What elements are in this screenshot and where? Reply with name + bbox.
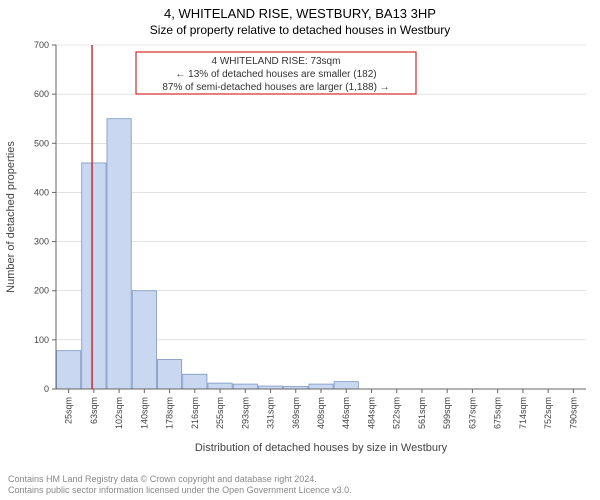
annotation-box: 4 WHITELAND RISE: 73sqm ← 13% of detached… — [136, 52, 416, 94]
histogram-bar — [132, 291, 156, 389]
svg-text:178sqm: 178sqm — [165, 397, 175, 429]
x-axis-label: Distribution of detached houses by size … — [195, 442, 448, 454]
svg-text:0: 0 — [44, 384, 49, 394]
svg-text:522sqm: 522sqm — [392, 397, 402, 429]
y-axis-label: Number of detached properties — [5, 141, 17, 293]
histogram-chart: 0 100 200 300 400 500 600 700 25sqm 63sqm 102sqm 14… — [0, 37, 600, 461]
histogram-bar — [208, 383, 232, 389]
svg-text:446sqm: 446sqm — [341, 397, 351, 429]
svg-text:200: 200 — [34, 286, 49, 296]
svg-text:87% of semi-detached houses ar: 87% of semi-detached houses are larger (… — [162, 82, 389, 93]
svg-text:714sqm: 714sqm — [518, 397, 528, 429]
svg-text:255sqm: 255sqm — [215, 397, 225, 429]
histogram-bar — [107, 119, 131, 389]
histogram-bar — [82, 163, 106, 389]
svg-text:790sqm: 790sqm — [568, 397, 578, 429]
svg-text:140sqm: 140sqm — [139, 397, 149, 429]
svg-text:752sqm: 752sqm — [543, 397, 553, 429]
svg-text:331sqm: 331sqm — [266, 397, 276, 429]
svg-text:25sqm: 25sqm — [64, 397, 74, 424]
histogram-bar — [157, 360, 181, 389]
svg-text:300: 300 — [34, 237, 49, 247]
address-title: 4, WHITELAND RISE, WESTBURY, BA13 3HP — [0, 0, 600, 21]
svg-text:293sqm: 293sqm — [240, 397, 250, 429]
svg-text:600: 600 — [34, 89, 49, 99]
histogram-bar — [183, 374, 207, 389]
svg-text:484sqm: 484sqm — [366, 397, 376, 429]
svg-text:← 13% of detached houses are s: ← 13% of detached houses are smaller (18… — [175, 69, 376, 80]
svg-text:561sqm: 561sqm — [417, 397, 427, 429]
svg-text:675sqm: 675sqm — [493, 397, 503, 429]
histogram-bar — [233, 384, 257, 389]
svg-text:100: 100 — [34, 335, 49, 345]
footer-line-2: Contains public sector information licen… — [8, 485, 592, 496]
footer-attribution: Contains HM Land Registry data © Crown c… — [8, 474, 592, 497]
svg-text:637sqm: 637sqm — [467, 397, 477, 429]
footer-line-1: Contains HM Land Registry data © Crown c… — [8, 474, 592, 485]
histogram-bar — [309, 384, 333, 389]
svg-text:63sqm: 63sqm — [89, 397, 99, 424]
svg-text:4 WHITELAND RISE: 73sqm: 4 WHITELAND RISE: 73sqm — [212, 56, 341, 67]
svg-text:102sqm: 102sqm — [114, 397, 124, 429]
svg-text:408sqm: 408sqm — [316, 397, 326, 429]
histogram-bar — [334, 382, 358, 389]
histogram-bar — [57, 351, 81, 389]
svg-text:599sqm: 599sqm — [442, 397, 452, 429]
svg-text:369sqm: 369sqm — [291, 397, 301, 429]
svg-text:400: 400 — [34, 187, 49, 197]
svg-text:700: 700 — [34, 40, 49, 50]
chart-subtitle: Size of property relative to detached ho… — [0, 21, 600, 37]
svg-text:216sqm: 216sqm — [190, 397, 200, 429]
svg-text:500: 500 — [34, 138, 49, 148]
